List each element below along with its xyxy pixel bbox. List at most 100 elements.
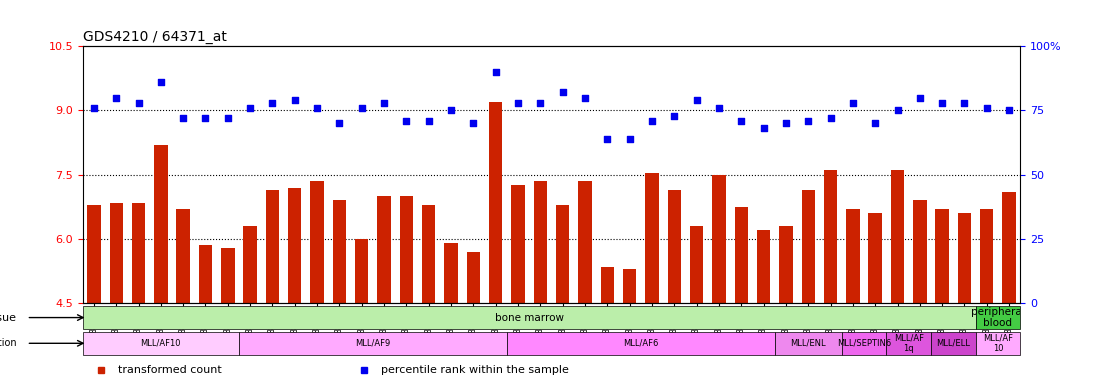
Text: MLL/ENL: MLL/ENL <box>791 339 826 348</box>
Bar <box>132 203 146 303</box>
Point <box>264 99 281 106</box>
Bar <box>83 332 239 355</box>
Bar <box>244 226 257 303</box>
Bar <box>355 239 368 303</box>
Point <box>889 107 907 114</box>
Point <box>397 118 415 124</box>
Bar <box>957 214 971 303</box>
Text: MLL/AF
10: MLL/AF 10 <box>983 334 1013 353</box>
Text: transformed count: transformed count <box>118 364 222 375</box>
Point <box>130 99 148 106</box>
Point <box>219 115 237 121</box>
Bar <box>288 188 301 303</box>
Text: peripheral
blood: peripheral blood <box>971 307 1025 328</box>
Bar <box>868 214 882 303</box>
Point <box>800 118 817 124</box>
Text: percentile rank within the sample: percentile rank within the sample <box>381 364 569 375</box>
Bar <box>601 267 614 303</box>
Bar <box>935 209 949 303</box>
Bar <box>199 245 212 303</box>
Point <box>933 99 951 106</box>
Bar <box>891 170 904 303</box>
Point <box>754 125 772 131</box>
Bar <box>976 332 1020 355</box>
Point <box>621 136 639 142</box>
Point <box>688 97 706 103</box>
Point <box>665 113 683 119</box>
Point <box>152 79 170 85</box>
Bar <box>842 332 887 355</box>
Bar <box>176 209 190 303</box>
Point <box>978 105 996 111</box>
Bar <box>779 226 793 303</box>
Point <box>464 120 482 126</box>
Bar <box>1003 192 1016 303</box>
Point <box>732 118 750 124</box>
Bar <box>774 332 842 355</box>
Bar <box>489 102 502 303</box>
Text: genotype/variation: genotype/variation <box>0 338 17 348</box>
Point <box>777 120 794 126</box>
Text: tissue: tissue <box>0 313 17 323</box>
Bar <box>578 181 591 303</box>
Point <box>196 115 214 121</box>
Bar <box>507 332 774 355</box>
Bar <box>467 252 480 303</box>
Point <box>242 105 259 111</box>
Point <box>286 97 303 103</box>
Text: MLL/AF9: MLL/AF9 <box>355 339 390 348</box>
Bar <box>445 243 458 303</box>
Bar <box>976 306 1020 329</box>
Point <box>309 105 326 111</box>
Text: MLL/AF6: MLL/AF6 <box>623 339 658 348</box>
Bar <box>109 203 122 303</box>
Point <box>1000 107 1018 114</box>
Bar <box>266 190 279 303</box>
Point <box>576 94 593 101</box>
Bar <box>981 209 994 303</box>
Point <box>510 99 527 106</box>
Point <box>866 120 884 126</box>
Point <box>442 107 460 114</box>
Bar <box>422 205 436 303</box>
Point <box>532 99 549 106</box>
Bar <box>802 190 815 303</box>
Bar <box>87 205 100 303</box>
Bar <box>689 226 704 303</box>
Bar <box>645 172 658 303</box>
Point <box>911 94 929 101</box>
Text: MLL/ELL: MLL/ELL <box>936 339 971 348</box>
Point <box>331 120 349 126</box>
Bar <box>757 230 770 303</box>
Bar <box>913 200 927 303</box>
Bar <box>931 332 976 355</box>
Point <box>353 105 371 111</box>
Bar <box>556 205 569 303</box>
Bar <box>239 332 507 355</box>
Bar <box>713 175 726 303</box>
Bar <box>221 248 235 303</box>
Point <box>643 118 661 124</box>
Text: bone marrow: bone marrow <box>494 313 564 323</box>
Text: MLL/AF10: MLL/AF10 <box>140 339 181 348</box>
Point <box>420 118 438 124</box>
Bar <box>735 207 748 303</box>
Point <box>174 115 192 121</box>
Point <box>375 99 393 106</box>
Bar <box>667 190 681 303</box>
Bar <box>824 170 837 303</box>
Point <box>955 99 973 106</box>
Text: GDS4210 / 64371_at: GDS4210 / 64371_at <box>83 30 226 44</box>
Bar <box>333 200 346 303</box>
Point <box>107 94 125 101</box>
Bar <box>512 185 525 303</box>
Bar <box>154 145 168 303</box>
Point <box>844 99 861 106</box>
Text: MLL/AF
1q: MLL/AF 1q <box>893 334 923 353</box>
Text: MLL/SEPTIN6: MLL/SEPTIN6 <box>837 339 891 348</box>
Bar <box>310 181 324 303</box>
Point <box>486 69 504 75</box>
Bar <box>534 181 547 303</box>
Point <box>599 136 617 142</box>
Point <box>554 89 571 96</box>
